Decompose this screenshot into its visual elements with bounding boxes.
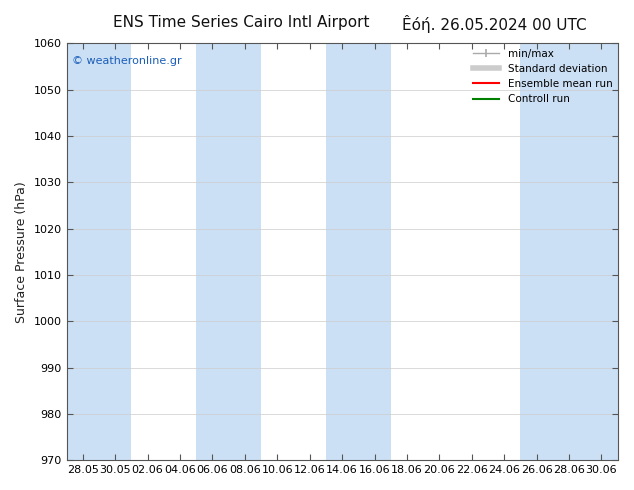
Bar [521,44,585,460]
Y-axis label: Surface Pressure (hPa): Surface Pressure (hPa) [15,181,28,323]
Bar [196,44,261,460]
Bar [585,44,618,460]
Legend: min/max, Standard deviation, Ensemble mean run, Controll run: min/max, Standard deviation, Ensemble me… [469,45,617,108]
Bar [326,44,391,460]
Text: © weatheronline.gr: © weatheronline.gr [72,56,182,66]
Bar [67,44,131,460]
Text: ENS Time Series Cairo Intl Airport: ENS Time Series Cairo Intl Airport [113,15,369,30]
Text: Êóή. 26.05.2024 00 UTC: Êóή. 26.05.2024 00 UTC [402,15,587,33]
